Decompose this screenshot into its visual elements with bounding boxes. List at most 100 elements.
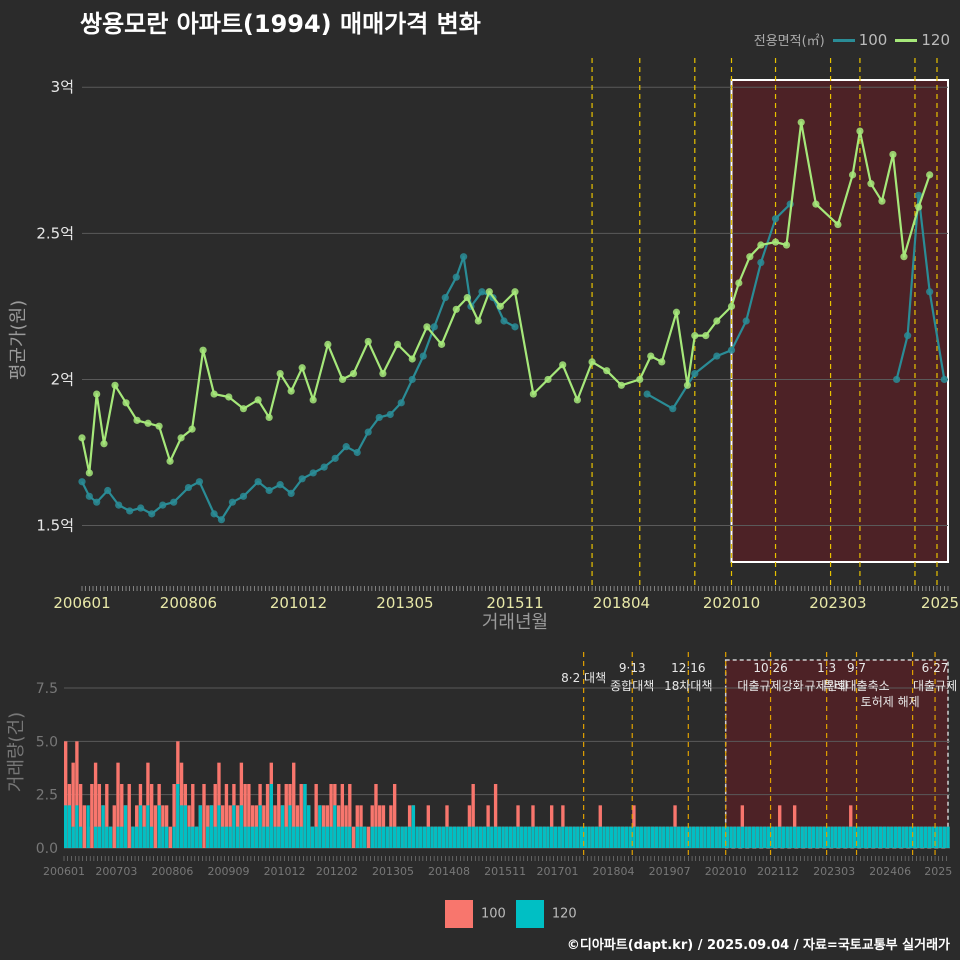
bar-120 bbox=[206, 826, 210, 848]
bar-120 bbox=[837, 826, 842, 848]
bar-120 bbox=[613, 826, 617, 848]
bar-120 bbox=[441, 826, 445, 848]
bar-120 bbox=[677, 826, 681, 848]
data-point-100 bbox=[342, 443, 350, 451]
data-point-100 bbox=[430, 323, 438, 331]
bar-100 bbox=[467, 805, 472, 848]
data-point-100 bbox=[276, 481, 284, 489]
bar-100 bbox=[348, 784, 352, 848]
data-point-120 bbox=[225, 393, 233, 401]
bar-100 bbox=[82, 805, 87, 848]
bar-100 bbox=[299, 784, 303, 848]
data-point-100 bbox=[419, 352, 427, 360]
bar-100 bbox=[549, 805, 554, 848]
bar-120 bbox=[938, 826, 943, 848]
data-point-120 bbox=[265, 413, 273, 422]
bar-120 bbox=[692, 826, 696, 848]
bar-100 bbox=[247, 784, 251, 848]
bar-120 bbox=[135, 826, 139, 848]
data-point-120 bbox=[210, 390, 218, 398]
bar-120 bbox=[449, 826, 453, 848]
data-point-100 bbox=[893, 375, 901, 384]
bar-120 bbox=[549, 826, 554, 848]
bar-120 bbox=[288, 805, 292, 848]
data-point-120 bbox=[452, 305, 460, 313]
bar-120 bbox=[277, 826, 281, 848]
bar-120 bbox=[520, 826, 524, 848]
y-axis-title: 평균가(원) bbox=[8, 300, 29, 380]
data-point-100 bbox=[298, 475, 306, 483]
bar-120 bbox=[718, 826, 722, 848]
bar-120 bbox=[161, 826, 165, 848]
bar-120 bbox=[822, 826, 827, 848]
bar-120 bbox=[437, 826, 442, 848]
bar-120 bbox=[856, 826, 860, 848]
data-point-120 bbox=[636, 375, 644, 384]
bar-120 bbox=[535, 826, 539, 848]
bar-120 bbox=[546, 826, 550, 848]
bar-100 bbox=[153, 805, 158, 848]
data-point-120 bbox=[364, 337, 372, 346]
bar-120 bbox=[557, 826, 561, 848]
bar-100 bbox=[112, 805, 116, 848]
bar-120 bbox=[905, 826, 909, 848]
bar-120 bbox=[138, 805, 143, 848]
data-point-100 bbox=[184, 483, 193, 492]
bar-120 bbox=[721, 826, 726, 848]
bar-120 bbox=[396, 826, 401, 848]
bar-x-tick-label: 201804 bbox=[593, 865, 635, 878]
bar-100 bbox=[265, 784, 270, 848]
bar-120 bbox=[389, 826, 393, 848]
data-point-100 bbox=[93, 498, 101, 506]
bar-120 bbox=[770, 826, 774, 848]
bar-120 bbox=[295, 826, 300, 848]
data-point-120 bbox=[713, 317, 721, 325]
bar-100 bbox=[135, 805, 139, 848]
bar-120 bbox=[232, 805, 236, 848]
data-point-100 bbox=[364, 428, 372, 436]
bar-120 bbox=[407, 826, 412, 848]
bar-120 bbox=[931, 826, 935, 848]
bar-120 bbox=[602, 826, 606, 848]
data-point-100 bbox=[137, 504, 145, 512]
bar-120 bbox=[336, 826, 341, 848]
policy-annotation: 18차대책 bbox=[664, 678, 712, 693]
data-point-120 bbox=[926, 171, 934, 179]
data-point-120 bbox=[782, 241, 791, 249]
bar-100 bbox=[284, 784, 288, 848]
bar-120 bbox=[942, 826, 946, 848]
bar-120 bbox=[505, 826, 509, 848]
data-point-100 bbox=[78, 478, 86, 486]
legend-swatch-100 bbox=[832, 38, 855, 42]
data-point-100 bbox=[195, 478, 204, 486]
data-point-120 bbox=[529, 390, 537, 398]
bar-100 bbox=[295, 805, 300, 848]
data-point-120 bbox=[324, 340, 332, 348]
bar-120 bbox=[624, 826, 629, 848]
data-point-120 bbox=[423, 323, 431, 331]
bar-120 bbox=[269, 784, 273, 848]
bar-120 bbox=[815, 826, 819, 848]
bar-120 bbox=[493, 826, 498, 848]
data-point-100 bbox=[126, 507, 134, 515]
bar-100 bbox=[321, 805, 326, 848]
data-point-120 bbox=[727, 302, 736, 310]
bar-120 bbox=[194, 826, 199, 848]
bar-120 bbox=[108, 826, 113, 848]
bar-x-tick-label: 202112 bbox=[757, 865, 799, 878]
legend-top-title: 전용면적(㎡) bbox=[753, 34, 825, 49]
bar-120 bbox=[486, 826, 490, 848]
bar-120 bbox=[572, 826, 576, 848]
bar-100 bbox=[314, 784, 318, 848]
bar-120 bbox=[886, 826, 890, 848]
y-tick-label: 3억 bbox=[51, 78, 74, 96]
bar-120 bbox=[75, 805, 79, 848]
bar-120 bbox=[426, 826, 430, 848]
bar-120 bbox=[635, 826, 640, 848]
data-point-120 bbox=[617, 381, 626, 389]
bar-x-tick-label: 202010 bbox=[705, 865, 747, 878]
bar-120 bbox=[860, 826, 864, 848]
bar-100 bbox=[202, 784, 206, 848]
bar-120 bbox=[576, 826, 580, 848]
data-point-120 bbox=[177, 434, 185, 442]
